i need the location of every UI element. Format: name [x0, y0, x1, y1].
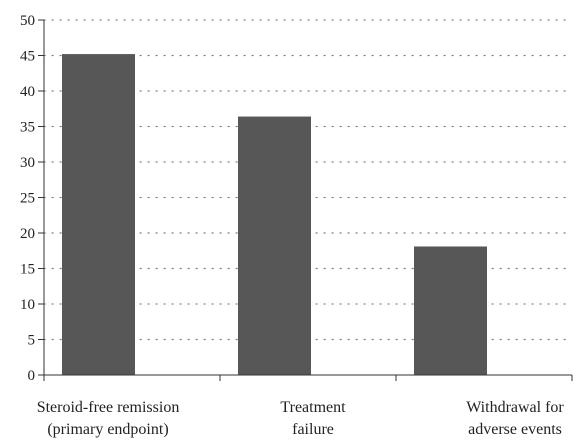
x-category-label: Treatment: [280, 399, 346, 416]
y-tick-labels: 0 5 10 15 20 25 30 35 40 45 50: [20, 13, 35, 384]
y-tick-label: 35: [20, 120, 35, 136]
x-category-label: adverse events: [468, 421, 562, 438]
y-tick-label: 20: [20, 226, 35, 242]
bar-3: [414, 246, 487, 375]
x-category-label: Withdrawal for: [466, 399, 564, 416]
x-category-label: Steroid-free remission: [37, 399, 180, 416]
y-tick-label: 5: [28, 333, 36, 349]
axes: [38, 19, 573, 381]
y-tick-label: 50: [20, 13, 35, 29]
y-tick-label: 30: [20, 155, 35, 171]
y-tick-label: 10: [20, 297, 35, 313]
bars: [62, 54, 487, 376]
x-category-label: (primary endpoint): [47, 421, 168, 438]
bar-2: [238, 116, 311, 375]
y-tick-label: 25: [20, 191, 35, 207]
bar-1: [62, 54, 135, 376]
y-tick-label: 0: [28, 368, 36, 384]
y-tick-label: 15: [20, 262, 35, 278]
x-category-label: failure: [292, 421, 334, 438]
x-category-labels: Steroid-free remission (primary endpoint)…: [37, 399, 565, 438]
y-tick-label: 45: [20, 49, 35, 65]
y-tick-label: 40: [20, 84, 35, 100]
